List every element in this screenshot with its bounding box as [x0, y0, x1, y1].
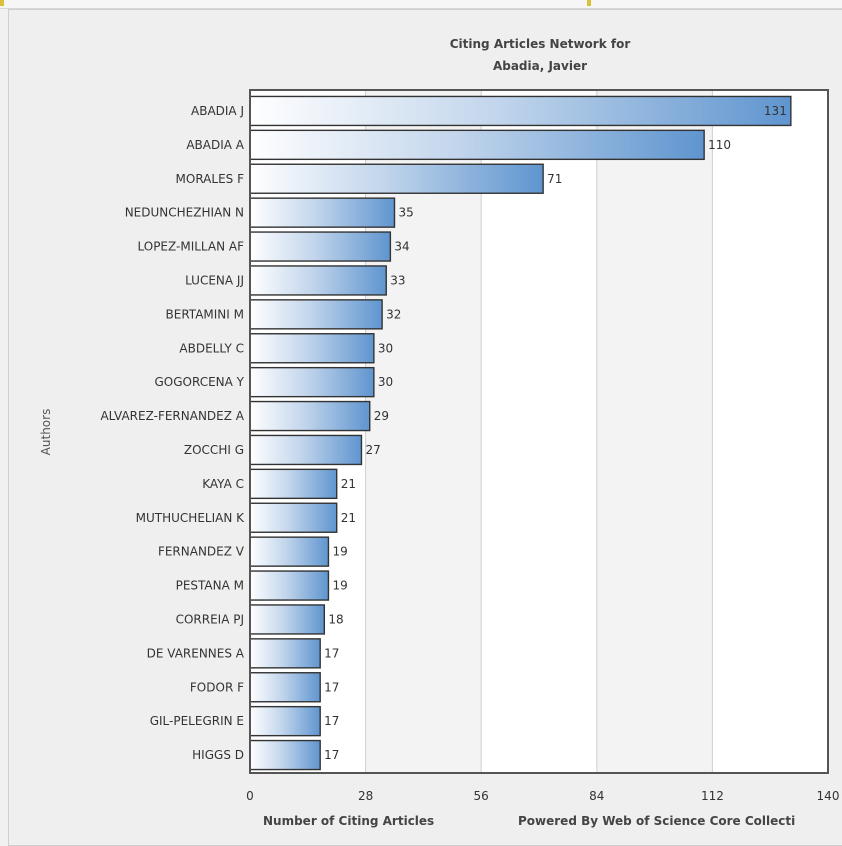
value-label: 17 — [324, 748, 339, 762]
bar — [249, 163, 544, 194]
bar — [249, 333, 375, 364]
bar — [249, 400, 371, 432]
value-label: 30 — [378, 375, 393, 389]
value-label: 19 — [332, 579, 347, 593]
x-axis-label: Number of Citing Articles — [263, 814, 434, 828]
x-tick-label: 0 — [246, 789, 254, 803]
category-label: GOGORCENA Y — [154, 375, 244, 389]
category-label: KAYA C — [202, 477, 244, 491]
top-bar — [0, 0, 842, 9]
category-label: FERNANDEZ V — [158, 545, 245, 559]
category-label: FODOR F — [190, 680, 244, 694]
x-tick-label: 84 — [589, 789, 604, 803]
value-label: 17 — [324, 680, 339, 694]
x-tick-label: 112 — [701, 789, 724, 803]
bar — [249, 95, 792, 127]
value-label: 21 — [341, 477, 356, 491]
category-label: ABADIA J — [191, 104, 244, 118]
x-tick-labels: 0 28 56 84 112 140 — [246, 789, 839, 803]
category-label: DE VARENNES A — [147, 646, 245, 660]
bar — [249, 739, 321, 771]
value-labels: 131 110 71 35 34 33 32 30 30 29 27 21 21 19 19 18 17 17 17… — [324, 104, 787, 762]
bar — [249, 536, 330, 567]
value-label: 32 — [386, 307, 401, 321]
bar — [249, 265, 387, 296]
bar — [249, 366, 375, 398]
category-label: ABADIA A — [186, 138, 244, 152]
bar — [249, 502, 338, 533]
y-axis-label: Authors — [39, 409, 53, 456]
value-label: 27 — [365, 443, 380, 457]
category-label: ALVAREZ-FERNANDEZ A — [100, 409, 244, 423]
value-label: 131 — [764, 104, 787, 118]
value-label: 17 — [324, 714, 339, 728]
x-tick-label: 56 — [474, 789, 489, 803]
bar — [249, 129, 705, 161]
bar — [249, 604, 326, 635]
powered-by-footer: Powered By Web of Science Core Collecti — [518, 814, 795, 828]
category-label: MORALES F — [176, 172, 245, 186]
value-label: 17 — [324, 646, 339, 660]
bar — [249, 299, 383, 330]
value-label: 19 — [332, 545, 347, 559]
bars — [249, 95, 792, 771]
bar — [249, 705, 321, 737]
category-label: CORREIA PJ — [176, 612, 244, 626]
bar — [249, 570, 330, 601]
category-label: ZOCCHI G — [184, 443, 244, 457]
plot-band — [596, 90, 713, 773]
x-tick-label: 140 — [817, 789, 840, 803]
value-label: 34 — [394, 240, 409, 254]
bar — [249, 231, 392, 262]
category-label: HIGGS D — [192, 748, 244, 762]
value-label: 18 — [328, 612, 343, 626]
top-bar-marker — [587, 0, 591, 6]
category-label: LOPEZ-MILLAN AF — [137, 240, 244, 254]
value-label: 110 — [708, 138, 731, 152]
category-labels: ABADIA J ABADIA A MORALES F NEDUNCHEZHIAN N… — [100, 104, 245, 762]
category-label: NEDUNCHEZHIAN N — [125, 206, 244, 220]
bar — [249, 638, 321, 669]
bar — [249, 468, 338, 500]
value-label: 29 — [374, 409, 389, 423]
category-label: PESTANA M — [176, 579, 244, 593]
value-label: 35 — [399, 206, 414, 220]
category-label: ABDELLY C — [179, 341, 244, 355]
bar — [249, 197, 396, 228]
bar — [249, 672, 321, 703]
bar — [249, 434, 363, 466]
x-tick-label: 28 — [358, 789, 373, 803]
value-label: 71 — [547, 172, 562, 186]
category-label: GIL-PELEGRIN E — [150, 714, 244, 728]
chart-title-line-2: Abadia, Javier — [493, 59, 587, 73]
category-label: LUCENA JJ — [185, 273, 244, 287]
category-label: BERTAMINI M — [166, 307, 244, 321]
chart-title-line-1: Citing Articles Network for — [450, 37, 631, 51]
value-label: 21 — [341, 511, 356, 525]
plot-border — [249, 89, 829, 774]
top-bar-marker — [0, 0, 4, 6]
value-label: 30 — [378, 341, 393, 355]
category-label: MUTHUCHELIAN K — [136, 511, 245, 525]
value-label: 33 — [390, 273, 405, 287]
